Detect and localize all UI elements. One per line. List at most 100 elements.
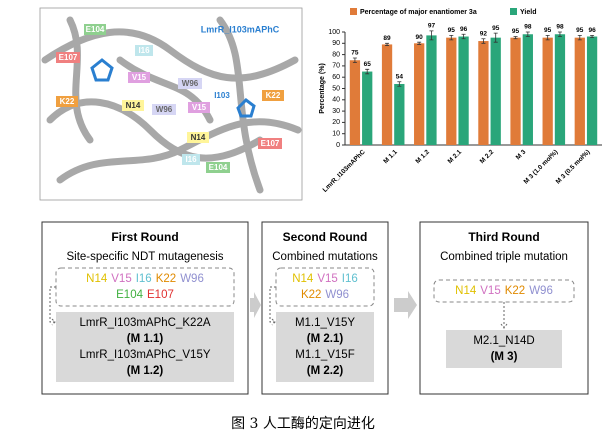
x-tick-label: M 2.1	[447, 148, 464, 165]
y-tick-label: 70	[332, 63, 340, 70]
residue: N14	[86, 273, 108, 285]
x-tick-label: M 3 (0.5 mol%)	[555, 149, 592, 186]
bar	[554, 34, 566, 146]
value-label: 75	[351, 50, 359, 57]
y-axis-label: Percentage (%)	[319, 63, 326, 114]
label-box	[206, 162, 230, 173]
y-tick-label: 60	[332, 74, 340, 81]
bar	[458, 36, 469, 145]
bar	[522, 34, 533, 146]
connector	[49, 286, 56, 326]
label-box	[135, 45, 153, 56]
result-box	[56, 312, 234, 382]
evolution-diagram: First Round Site-specific NDT mutagenesis…	[41, 221, 589, 395]
error-bar	[417, 41, 422, 45]
residue: V15	[111, 273, 131, 285]
y-tick-label: 50	[332, 85, 340, 92]
legend-swatch	[350, 8, 357, 15]
label-box	[122, 100, 144, 111]
residue-label: I103	[214, 91, 230, 100]
value-label: 98	[556, 24, 564, 31]
residue-label: V15	[192, 103, 207, 112]
y-tick-label: 10	[332, 131, 340, 138]
label-box	[188, 102, 210, 113]
bar	[381, 44, 393, 145]
residue-label: I16	[185, 155, 197, 164]
value-label: 96	[588, 27, 596, 34]
round-title: Second Round	[283, 230, 368, 244]
label-box	[187, 132, 209, 143]
error-bar	[557, 31, 562, 37]
residue-label: N14	[191, 133, 206, 142]
error-bar	[590, 34, 595, 39]
error-bar	[525, 31, 530, 37]
residue: I16	[342, 273, 358, 285]
y-tick-label: 100	[328, 29, 340, 36]
bar	[490, 37, 501, 145]
value-label: 98	[524, 24, 532, 31]
round-subtitle: Site-specific NDT mutagenesis	[66, 251, 223, 263]
round-title: First Round	[111, 230, 178, 244]
label-box	[258, 138, 282, 149]
value-label: 89	[383, 35, 391, 42]
result-box	[446, 330, 562, 368]
result: (M 2.1)	[307, 333, 344, 345]
residue-label: K22	[60, 97, 75, 106]
bar	[510, 37, 521, 145]
error-bar	[493, 32, 498, 43]
residue: W96	[325, 289, 349, 301]
round-subtitle: Combined triple mutation	[440, 251, 568, 263]
result: (M 1.2)	[127, 365, 164, 377]
arrow	[250, 292, 261, 318]
y-tick-label: 20	[332, 119, 340, 126]
arrow	[394, 291, 417, 319]
x-tick-label: M 3	[515, 148, 528, 161]
result: (M 1.1)	[127, 333, 164, 345]
label-box	[178, 78, 202, 89]
residue-label: E107	[59, 53, 78, 62]
residue: K22	[505, 285, 525, 297]
x-tick-label: M 1.2	[414, 148, 431, 165]
error-bar	[461, 33, 466, 40]
value-label: 65	[364, 61, 372, 68]
label-box	[262, 90, 284, 101]
y-tick-label: 80	[332, 51, 340, 58]
value-label: 95	[512, 28, 520, 35]
label-box	[56, 96, 78, 107]
residue: V15	[317, 273, 337, 285]
residue: K22	[301, 289, 321, 301]
error-bar	[545, 34, 550, 41]
ligand	[90, 58, 256, 118]
residue-label: N14	[126, 101, 141, 110]
label-box	[56, 52, 80, 63]
error-bar	[365, 68, 370, 75]
residue-label: E104	[86, 25, 105, 34]
residue-label: I16	[138, 46, 150, 55]
legend-label: Yield	[520, 9, 536, 16]
label-box	[182, 154, 200, 165]
bar	[446, 37, 457, 145]
residue-box	[433, 279, 575, 303]
result-box	[276, 312, 374, 382]
residue-labels: E104 I16 E107 V15 W96 K22 N14 W96 V15 I1…	[56, 24, 284, 173]
residue-label: E107	[261, 139, 280, 148]
error-bar	[577, 34, 582, 41]
error-bar	[397, 81, 402, 87]
protein-image: LmrR_I103mAPhC E104 I16 E107 V15 W96 K22…	[39, 7, 303, 201]
residue: V15	[480, 285, 500, 297]
error-bar	[429, 30, 434, 41]
y-tick-label: 30	[332, 108, 340, 115]
x-tick-label: M 1.1	[382, 148, 399, 165]
result: LmrR_I103mAPhC_V15Y	[79, 349, 210, 361]
residue: W96	[180, 273, 204, 285]
error-bar	[513, 36, 518, 40]
connector	[500, 302, 508, 329]
value-label: 95	[492, 25, 500, 32]
bar	[414, 43, 425, 145]
round-title: Third Round	[468, 230, 539, 244]
residue-label: K22	[266, 91, 281, 100]
legend-label: Percentage of major enantiomer 3a	[360, 9, 477, 16]
error-bar	[352, 57, 357, 63]
bar	[394, 83, 405, 145]
